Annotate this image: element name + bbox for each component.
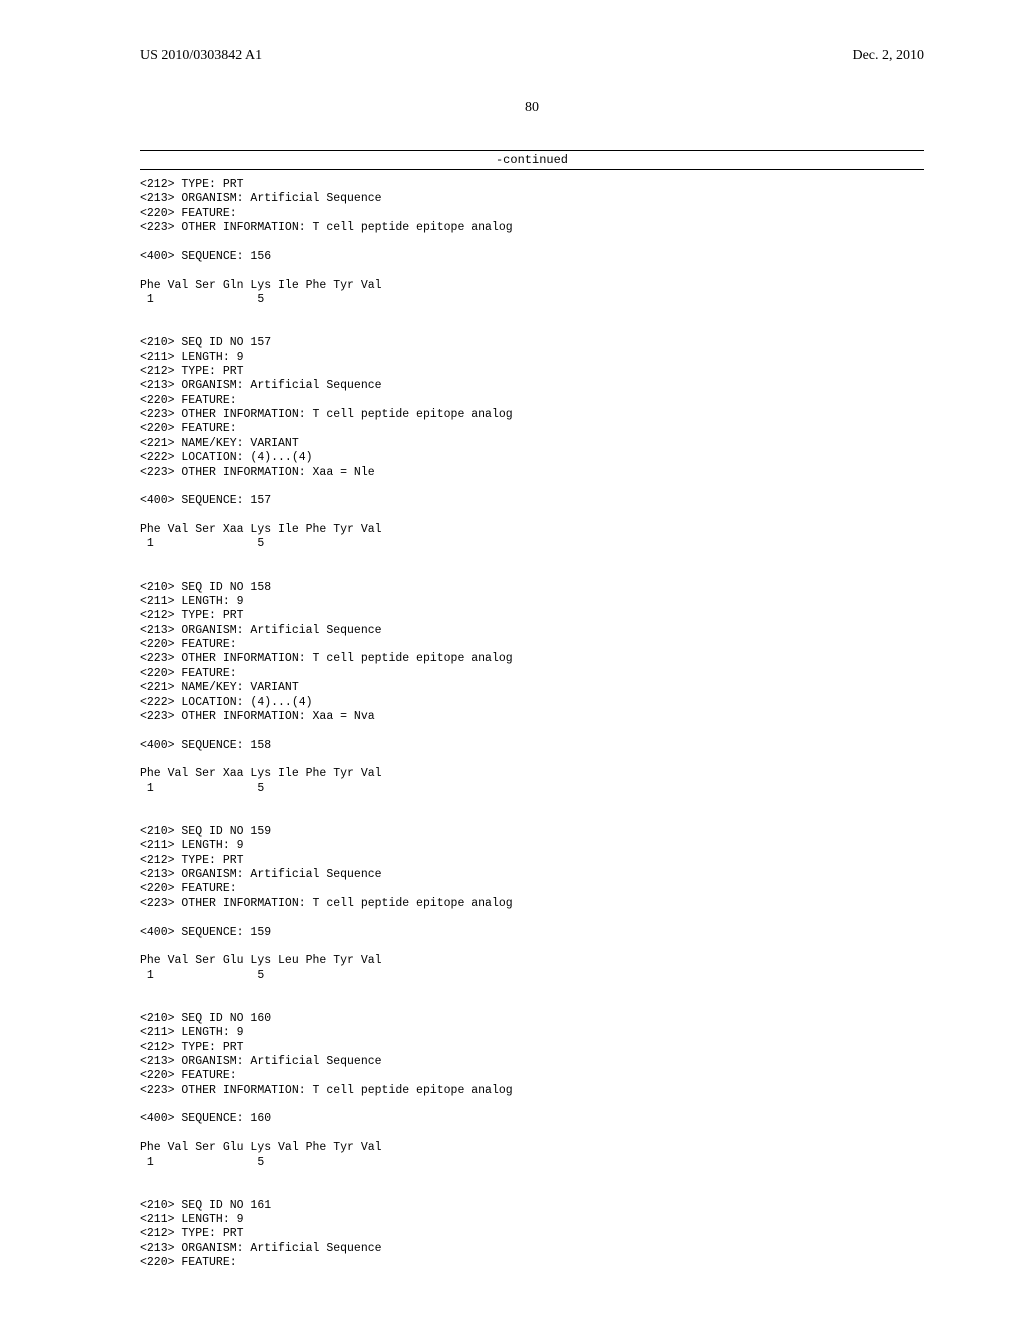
- continued-label: -continued: [140, 150, 924, 167]
- rule-divider: [140, 169, 924, 170]
- header-row: US 2010/0303842 A1 Dec. 2, 2010: [140, 48, 924, 64]
- publication-date: Dec. 2, 2010: [852, 48, 924, 64]
- page-number: 80: [140, 100, 924, 116]
- sequence-listing: <212> TYPE: PRT <213> ORGANISM: Artifici…: [140, 178, 924, 1271]
- publication-number: US 2010/0303842 A1: [140, 48, 262, 64]
- page-container: US 2010/0303842 A1 Dec. 2, 2010 80 -cont…: [0, 0, 1024, 1311]
